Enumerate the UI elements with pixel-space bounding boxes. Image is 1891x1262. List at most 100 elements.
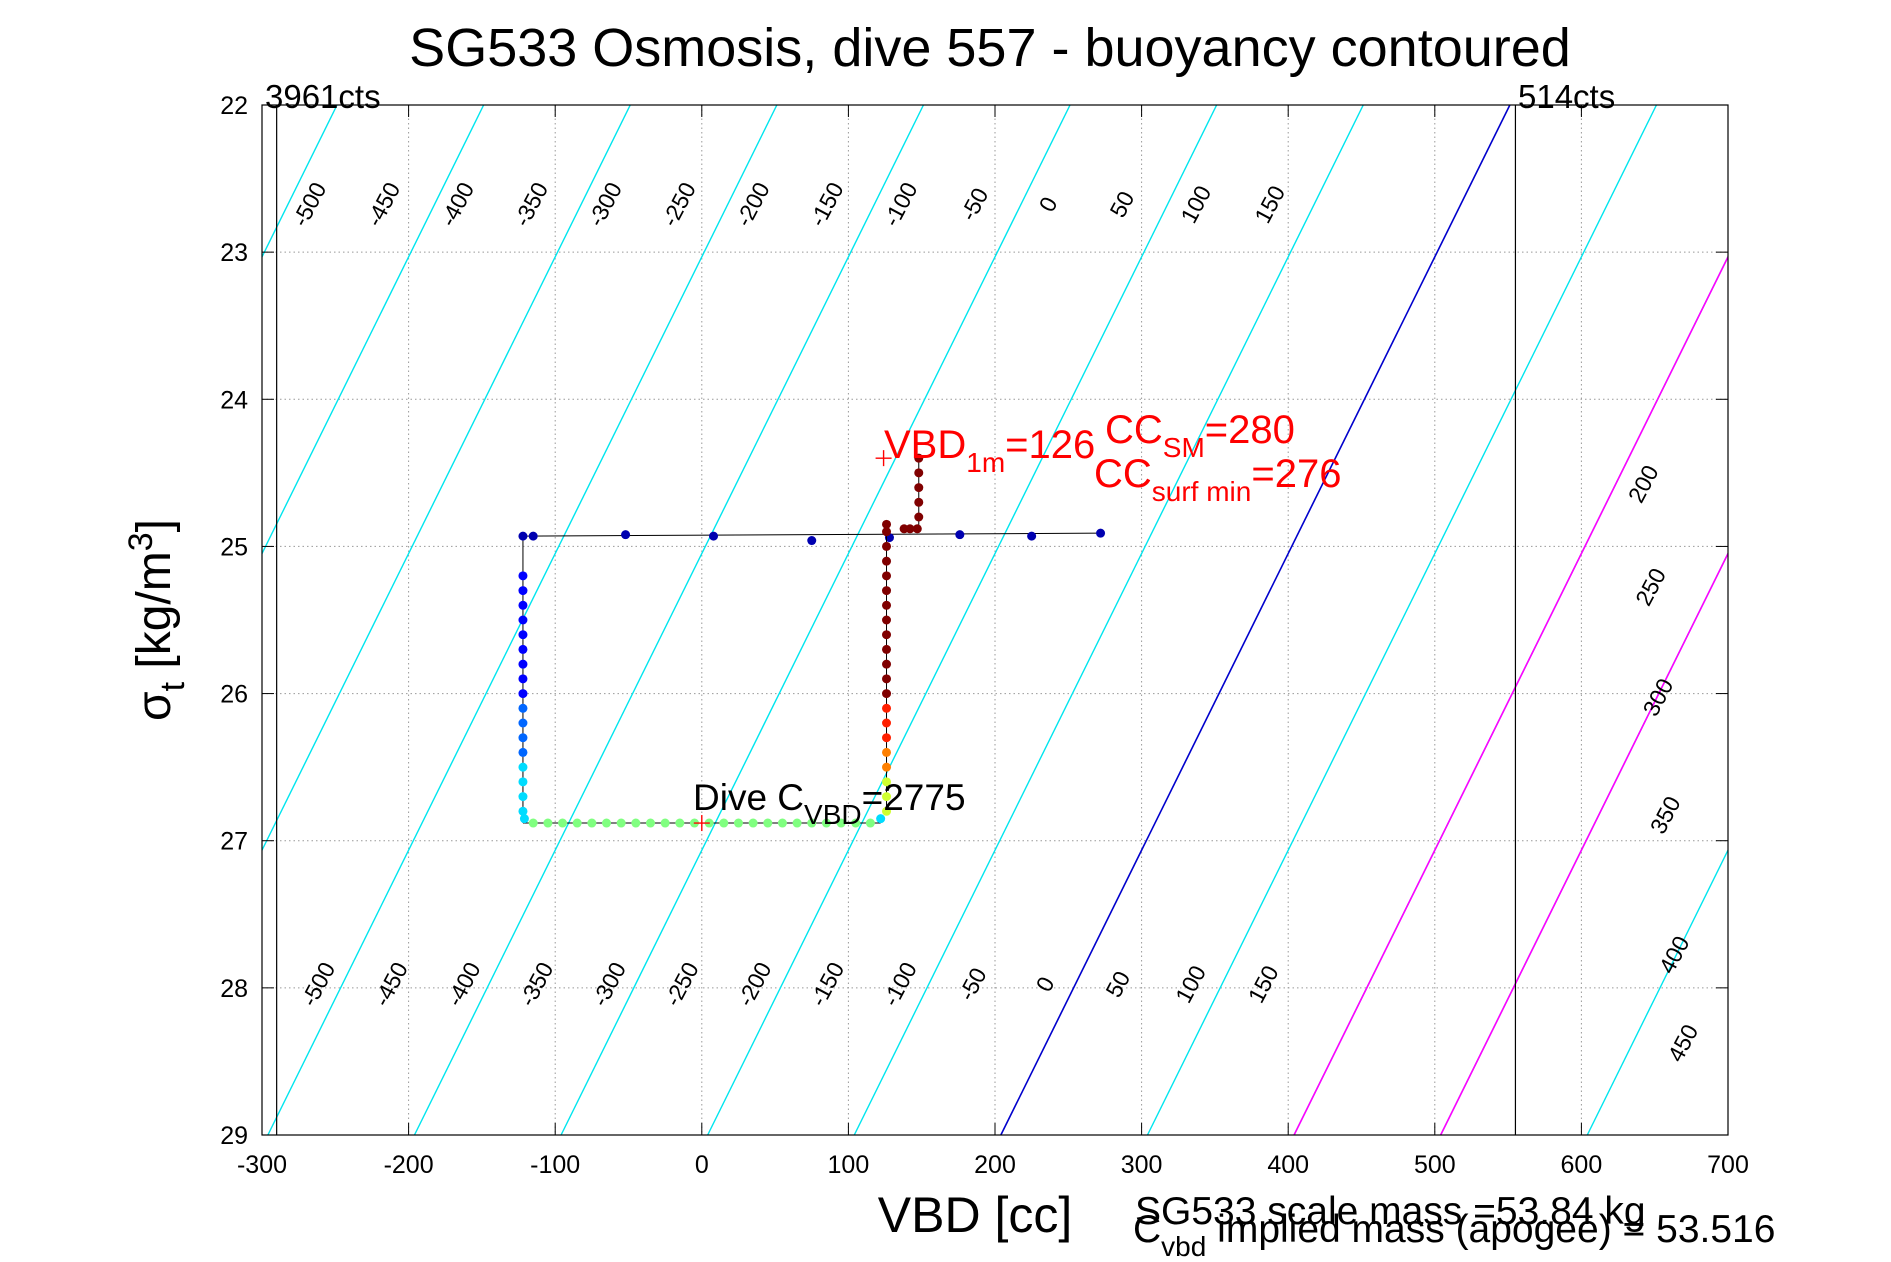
y-tick-label: 27 [220, 828, 248, 856]
y-tick-label: 26 [220, 681, 248, 709]
ascent-point [882, 689, 892, 699]
cc-surf-sub: surf min [1152, 476, 1252, 507]
descent-point [518, 659, 528, 669]
ascent-point [882, 630, 892, 640]
dive-cvbd-main: Dive C [693, 777, 804, 818]
cc-sm-sub: SM [1163, 432, 1205, 463]
ascent-point [882, 556, 892, 566]
contour-line [262, 105, 485, 556]
descent-point [518, 630, 528, 640]
y-tick-label: 22 [220, 92, 248, 120]
contour-line [1000, 105, 1511, 1135]
contour-line [1146, 105, 1658, 1135]
descent-point [518, 733, 528, 743]
y-axis-label-sup: 3 [122, 532, 160, 551]
descent-point [733, 818, 743, 828]
descent-point [602, 818, 612, 828]
descent-point [518, 762, 528, 772]
descent-point [518, 806, 528, 816]
descent-point [645, 818, 655, 828]
cc-sm-value: =280 [1205, 408, 1295, 452]
x-tick-label: 600 [1561, 1151, 1603, 1179]
ascent-point [882, 703, 892, 713]
axis-ticks: -300 -200 -100 0 100 200 300 400 500 600 700 22 23 24… [220, 92, 1749, 1179]
y-axis-label: σt [kg/m3] [122, 519, 192, 721]
ascent-point [905, 524, 915, 534]
descent-point [572, 818, 582, 828]
descent-point [660, 818, 670, 828]
cc-surf-value: =276 [1251, 452, 1341, 496]
red-plus-marker [693, 815, 710, 832]
x-tick-label: -100 [530, 1151, 580, 1179]
descent-point [518, 792, 528, 802]
ascent-point [914, 512, 924, 522]
x-tick-label: 400 [1267, 1151, 1309, 1179]
contour-line [853, 105, 1364, 1135]
ascent-point [882, 792, 892, 802]
descent-point [616, 818, 626, 828]
contour-line [707, 105, 1218, 1135]
ascent-point [882, 586, 892, 596]
descent-point [518, 531, 528, 541]
ascent-point [882, 600, 892, 610]
descent-point [519, 814, 529, 824]
x-tick-label: 100 [828, 1151, 870, 1179]
svg-text:Dive CVBD=2775: Dive CVBD=2775 [693, 777, 966, 830]
x-tick-label: -200 [384, 1151, 434, 1179]
x-tick-label: 700 [1707, 1151, 1749, 1179]
descent-point [709, 531, 719, 541]
descent-point [558, 818, 568, 828]
cc-sm-main: CC [1105, 408, 1163, 452]
svg-text:CCSM=280: CCSM=280 [1105, 408, 1295, 463]
descent-point [719, 818, 729, 828]
descent-point [748, 818, 758, 828]
ascent-point [882, 733, 892, 743]
descent-point [631, 818, 641, 828]
count-label-right: 514cts [1518, 78, 1615, 115]
descent-point [528, 531, 538, 541]
descent-point [518, 600, 528, 610]
y-axis-label-main: σ [128, 691, 181, 721]
ascent-point [882, 615, 892, 625]
implied-mass-main: C [1133, 1208, 1161, 1251]
x-tick-label: 500 [1414, 1151, 1456, 1179]
descent-point [792, 818, 802, 828]
descent-point [763, 818, 773, 828]
descent-point [865, 818, 875, 828]
contour-line [1586, 848, 1728, 1135]
magenta-contour-line [1439, 551, 1728, 1135]
x-tick-label: -300 [237, 1151, 287, 1179]
ascent-point [912, 524, 922, 534]
vbd-1m-value: =126 [1005, 423, 1095, 467]
ascent-point [914, 497, 924, 507]
x-tick-label: 300 [1121, 1151, 1163, 1179]
ascent-point [882, 747, 892, 757]
ascent-point [882, 644, 892, 654]
x-tick-label: 200 [974, 1151, 1016, 1179]
descent-point [518, 644, 528, 654]
dive-traces [518, 450, 1106, 832]
ascent-point [882, 519, 892, 529]
y-tick-label: 29 [220, 1122, 248, 1150]
red-plus-marker [875, 450, 892, 467]
vbd-1m-main: VBD [884, 423, 966, 467]
y-tick-label: 23 [220, 239, 248, 267]
descent-point [518, 747, 528, 757]
y-tick-label: 25 [220, 533, 248, 561]
implied-mass-note: Cvbd implied mass (apogee) = 53.516 [1133, 1208, 1775, 1262]
contour-line [262, 105, 631, 852]
ascent-point [882, 527, 892, 537]
descent-point [518, 689, 528, 699]
descent-point [821, 818, 831, 828]
grid-lines [262, 105, 1728, 1135]
descent-point [777, 818, 787, 828]
svg-text:σt [kg/m3]: σt [kg/m3] [122, 519, 192, 721]
implied-mass-sub: vbd [1161, 1231, 1206, 1262]
descent-point [518, 586, 528, 596]
y-axis-label-sub: t [154, 681, 192, 691]
ascent-point [882, 659, 892, 669]
descent-point [807, 536, 817, 546]
descent-point [675, 818, 685, 828]
descent-point [518, 571, 528, 581]
